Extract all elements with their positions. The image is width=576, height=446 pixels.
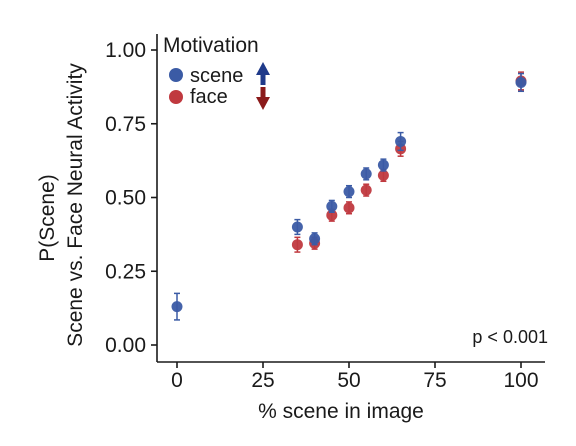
face-data-point	[343, 202, 355, 214]
scene-data-point	[343, 186, 355, 198]
up-arrow-icon	[256, 62, 270, 85]
scene-data-point	[377, 159, 389, 171]
x-tick-label: 0	[171, 369, 183, 392]
scene-data-point	[309, 233, 321, 245]
face-data-point	[377, 169, 389, 181]
legend-title: Motivation	[163, 34, 259, 57]
y-tick-label: 0.50	[105, 187, 146, 210]
x-tick-label: 25	[251, 369, 274, 392]
legend-scene-label: scene	[190, 65, 243, 87]
down-arrow-icon	[256, 87, 270, 110]
x-axis-ticks: 0 25 50 75 100	[171, 362, 539, 392]
legend-face-label: face	[190, 86, 228, 108]
scene-data-point	[515, 76, 527, 88]
face-data-point	[360, 184, 372, 196]
face-data-point	[291, 239, 303, 251]
y-axis-title-line-1: P(Scene)	[36, 174, 59, 262]
legend: Motivation scene face	[163, 34, 270, 110]
scene-data-point	[395, 135, 407, 147]
p-value-annotation: p < 0.001	[472, 327, 548, 347]
legend-scene-marker	[169, 68, 183, 82]
scene-data-point	[171, 301, 183, 313]
y-tick-label: 0.25	[105, 260, 146, 283]
scene-data-point	[360, 168, 372, 180]
scene-data-point	[291, 221, 303, 233]
y-tick-label: 1.00	[105, 39, 146, 62]
x-axis-title: % scene in image	[258, 400, 424, 423]
scene-data-point	[326, 200, 338, 212]
y-tick-label: 0.00	[105, 334, 146, 357]
data-marks	[171, 71, 527, 321]
y-axis-ticks: 0.00 0.25 0.50 0.75 1.00	[105, 39, 157, 357]
x-tick-label: 50	[337, 369, 360, 392]
legend-face-marker	[169, 90, 183, 104]
y-axis-title-line-2: Scene vs. Face Neural Activity	[64, 63, 87, 347]
y-tick-label: 0.75	[105, 113, 146, 136]
x-tick-label: 75	[423, 369, 446, 392]
x-tick-label: 100	[503, 369, 538, 392]
